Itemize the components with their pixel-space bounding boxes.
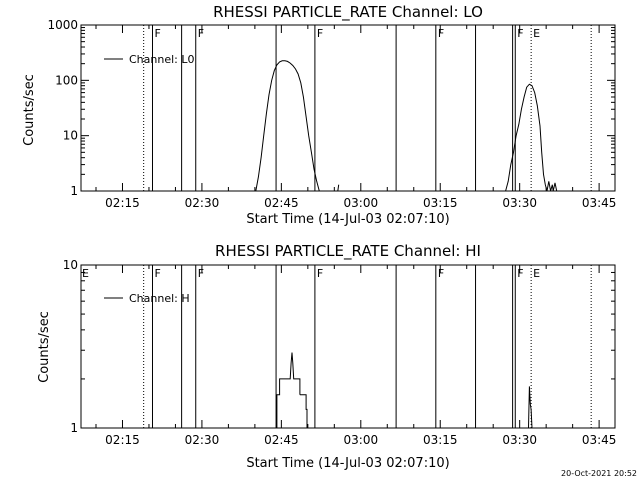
hi-x-tick-label-6: 03:45 xyxy=(582,433,617,447)
hi-x-tick-label-4: 03:15 xyxy=(423,433,458,447)
hi-legend: Channel: H xyxy=(104,292,190,305)
hi-marker-label-8: F xyxy=(438,267,444,280)
hi-y-axis-label: Counts/sec xyxy=(37,311,52,383)
hi-marker-label-12: E xyxy=(533,267,540,280)
lo-y-tick-label-0: 1 xyxy=(70,184,78,198)
hi-marker-label-0: E xyxy=(82,267,89,280)
date-stamp: 20-Oct-2021 20:52 xyxy=(561,469,637,478)
hi-plot-frame xyxy=(80,264,616,429)
hi-x-tick-label-1: 02:30 xyxy=(185,433,220,447)
lo-x-tick-label-6: 03:45 xyxy=(582,196,617,210)
hi-marker-label-4: F xyxy=(198,267,204,280)
lo-y-axis-label: Counts/sec xyxy=(22,74,37,146)
lo-axis-ticks: 02:15 02:30 02:45 03:00 03:15 03:30 03:45 1 10 10… xyxy=(47,18,616,210)
lo-marker-label-11: E xyxy=(533,27,540,40)
lo-marker-label-10: F xyxy=(517,27,523,40)
hi-series-segment-0-1 xyxy=(299,394,308,428)
lo-y-tick-label-2: 100 xyxy=(55,73,78,87)
lo-marker-label-5: F xyxy=(317,27,323,40)
lo-series-segment-0-0 xyxy=(255,60,322,192)
hi-series-segment-0-0 xyxy=(276,352,301,428)
hi-y-tick-label-0: 1 xyxy=(70,421,78,435)
lo-x-axis-label: Start Time (14-Jul-03 02:07:10) xyxy=(246,212,449,227)
lo-series-segment-0-1 xyxy=(337,184,340,192)
lo-x-tick-label-4: 03:15 xyxy=(423,196,458,210)
hi-x-tick-label-3: 03:00 xyxy=(344,433,379,447)
lo-x-tick-label-2: 02:45 xyxy=(264,196,299,210)
lo-x-tick-label-3: 03:00 xyxy=(344,196,379,210)
lo-x-tick-label-1: 02:30 xyxy=(185,196,220,210)
hi-chart-title: RHESSI PARTICLE_RATE Channel: HI xyxy=(215,242,481,261)
lo-plot-frame xyxy=(80,24,616,192)
hi-axis-ticks: 02:15 02:30 02:45 03:00 03:15 03:30 03:45 1 10 xyxy=(63,258,617,447)
lo-marker-label-1: F xyxy=(154,27,160,40)
hi-marker-label-6: F xyxy=(317,267,323,280)
hi-marker-label-2: F xyxy=(154,267,160,280)
lo-y-tick-label-1: 10 xyxy=(63,129,78,143)
lo-legend: Channel: L0 xyxy=(104,53,195,66)
lo-x-tick-label-0: 02:15 xyxy=(105,196,140,210)
lo-marker-label-3: F xyxy=(198,27,204,40)
hi-x-tick-label-5: 03:30 xyxy=(502,433,537,447)
lo-x-tick-label-5: 03:30 xyxy=(502,196,537,210)
hi-y-tick-label-1: 10 xyxy=(63,258,78,272)
lo-marker-label-7: F xyxy=(438,27,444,40)
hi-x-tick-label-0: 02:15 xyxy=(105,433,140,447)
lo-chart-title: RHESSI PARTICLE_RATE Channel: LO xyxy=(213,3,483,22)
hi-marker-label-11: F xyxy=(517,267,523,280)
hi-x-axis-label: Start Time (14-Jul-03 02:07:10) xyxy=(246,456,449,471)
lo-legend-label: Channel: L0 xyxy=(129,53,195,66)
lo-y-tick-label-3: 1000 xyxy=(47,18,78,32)
hi-legend-label: Channel: H xyxy=(129,292,190,305)
lo-series-segment-0-2 xyxy=(505,83,559,192)
hi-x-tick-label-2: 02:45 xyxy=(264,433,299,447)
hi-series-segment-0-2 xyxy=(528,386,533,429)
